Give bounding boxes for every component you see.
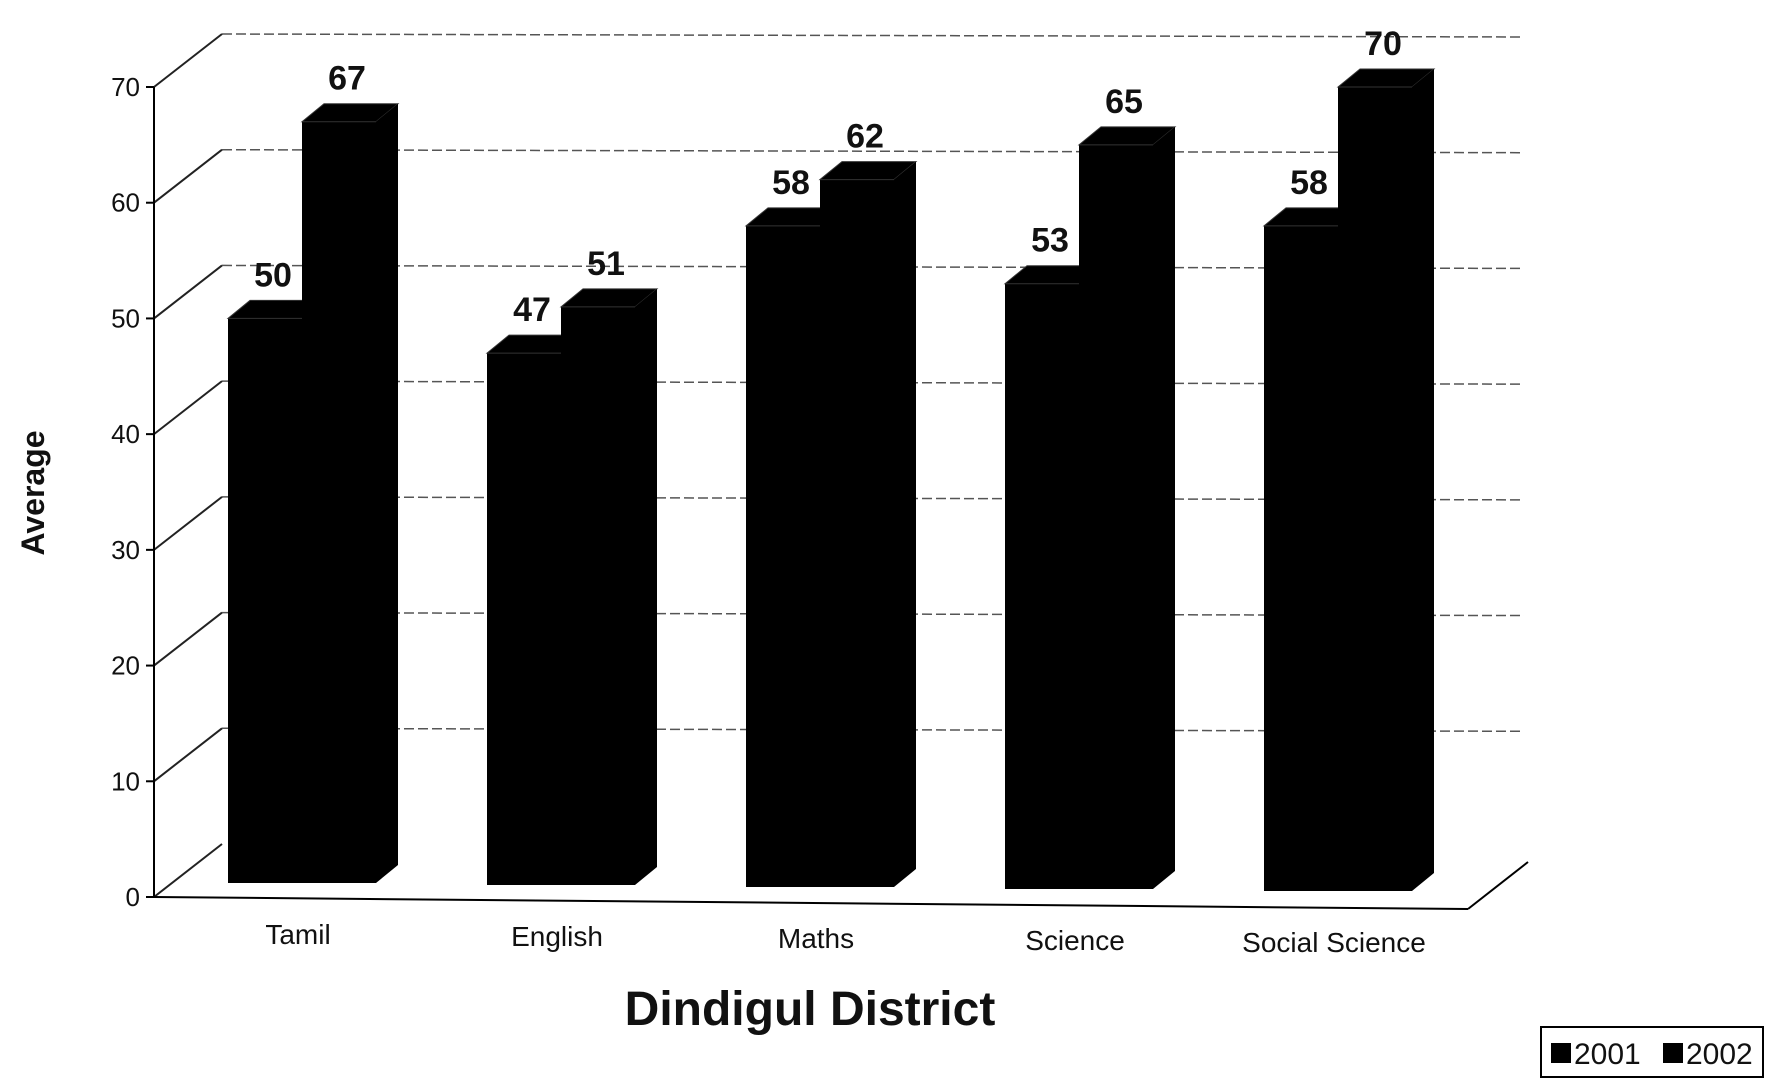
- data-label: 58: [772, 164, 810, 202]
- legend-swatch-2001: [1551, 1043, 1571, 1063]
- x-tick-label: Tamil: [265, 919, 330, 950]
- bar-side-face: [376, 103, 398, 883]
- bar-side-face: [635, 288, 657, 885]
- depth-line: [153, 148, 223, 204]
- x-tick-label: English: [511, 921, 603, 952]
- data-label: 53: [1031, 222, 1069, 260]
- y-tick-label: 60: [111, 188, 140, 218]
- depth-line: [153, 727, 223, 783]
- y-tick-label: 30: [111, 535, 140, 565]
- gridline: [221, 148, 1525, 154]
- data-label: 50: [254, 256, 292, 294]
- labels: 0 10 20 30 40 50 60 70 50 67 Tamil 47 51 English 58 62 M…: [111, 25, 1426, 958]
- bar-side-face: [1153, 126, 1175, 890]
- depth-line: [153, 843, 223, 898]
- bar-2001-tamil: [228, 318, 302, 883]
- y-tick-label: 20: [111, 651, 140, 681]
- legend-box: [1540, 1026, 1764, 1078]
- y-tick-label: 40: [111, 419, 140, 449]
- x-tick-label: Maths: [778, 923, 854, 954]
- y-tick-label: 10: [111, 766, 140, 796]
- data-label: 70: [1364, 25, 1402, 63]
- depth-line: [153, 264, 223, 320]
- depth-line: [153, 380, 223, 435]
- bar-2001-science: [1005, 283, 1079, 889]
- bar-2002-social-science: [1338, 87, 1412, 891]
- y-tick-label: 0: [126, 882, 140, 912]
- gridline: [221, 33, 1525, 38]
- legend: 2001 2002: [1540, 1026, 1764, 1078]
- depth-line: [153, 611, 223, 667]
- x-tick-label: Science: [1025, 925, 1125, 956]
- y-axis-title: Average: [15, 430, 51, 555]
- data-label: 62: [846, 118, 884, 156]
- x-axis-line: [153, 896, 1469, 910]
- data-label: 67: [328, 60, 366, 98]
- depth-line: [153, 33, 223, 88]
- bar-side-face: [1412, 69, 1434, 891]
- bar-2001-english: [487, 353, 561, 886]
- legend-label-2001: 2001: [1574, 1038, 1641, 1071]
- y-tick-label: 50: [111, 303, 140, 333]
- bars: [226, 68, 1436, 891]
- x-tick-label: Social Science: [1242, 927, 1426, 958]
- bar-2002-english: [561, 306, 635, 885]
- data-label: 58: [1290, 164, 1328, 202]
- data-label: 51: [587, 245, 625, 283]
- bar-2001-maths: [746, 225, 820, 887]
- x-axis-depth-line: [1467, 861, 1529, 910]
- legend-swatch-2002: [1663, 1043, 1683, 1063]
- bar-2001-social-science: [1264, 225, 1338, 891]
- axes: [146, 86, 1529, 910]
- y-tick-label: 70: [111, 72, 140, 102]
- bar-2002-maths: [820, 179, 894, 888]
- x-axis-title: Dindigul District: [625, 983, 996, 1036]
- legend-label-2002: 2002: [1686, 1038, 1753, 1071]
- data-label: 47: [513, 291, 551, 329]
- data-label: 65: [1105, 83, 1143, 121]
- bar-2002-science: [1079, 144, 1153, 889]
- bar-side-face: [894, 161, 916, 888]
- depth-line: [153, 496, 223, 551]
- bar-2002-tamil: [302, 121, 376, 883]
